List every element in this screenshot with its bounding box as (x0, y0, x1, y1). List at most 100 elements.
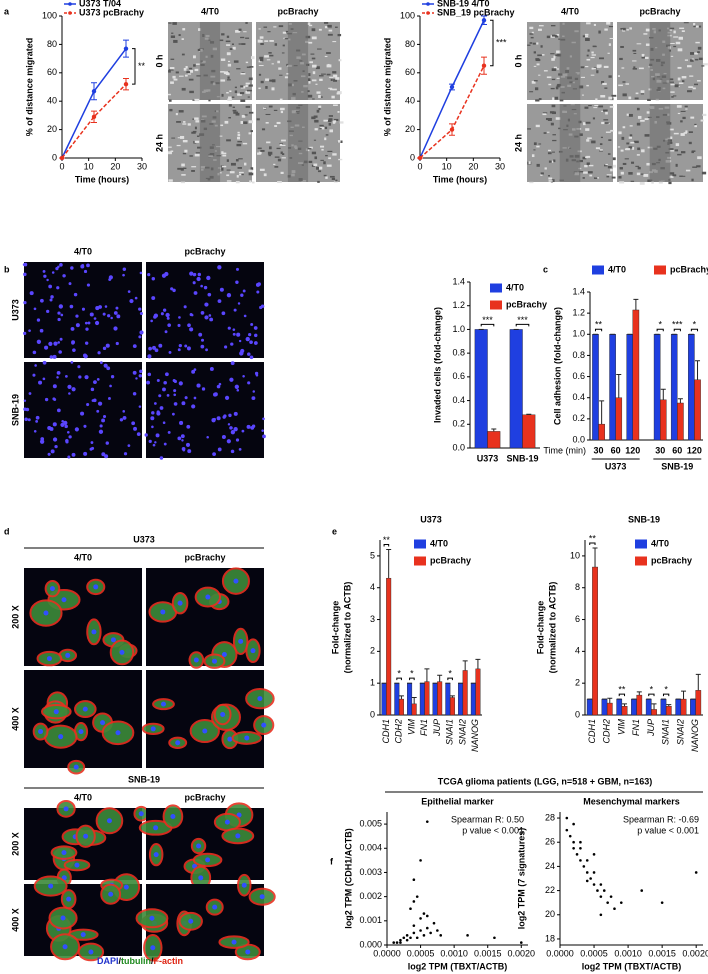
texture (551, 68, 557, 72)
texture (240, 36, 245, 39)
x-tick-label: 10 (84, 161, 94, 171)
nucleus (93, 584, 99, 590)
texture (584, 164, 588, 168)
nucleus (153, 315, 157, 319)
texture (259, 56, 264, 60)
texture (579, 159, 584, 163)
nucleus (42, 360, 47, 365)
nucleus (127, 444, 131, 448)
legend-swatch (654, 265, 666, 275)
bar (659, 399, 667, 441)
nucleus (150, 945, 156, 951)
texture (196, 135, 200, 137)
texture (689, 75, 694, 77)
texture (578, 85, 584, 89)
texture (191, 131, 196, 134)
texture (331, 177, 336, 180)
texture (599, 149, 603, 151)
nucleus (52, 422, 57, 427)
significance: ** (589, 533, 597, 543)
column-label: pcBrachy (184, 552, 225, 562)
texture (603, 65, 609, 68)
texture (547, 118, 552, 121)
texture (235, 112, 240, 116)
texture (257, 147, 262, 150)
texture (248, 84, 253, 87)
x-tick-label: U373 (477, 453, 499, 463)
texture (678, 36, 683, 40)
y-tick-label: 0.001 (359, 915, 382, 925)
nucleus (75, 314, 79, 318)
texture (558, 38, 561, 40)
nucleus (177, 600, 183, 606)
texture (321, 148, 324, 151)
nucleus (138, 374, 143, 378)
legend-label: 4/T0 (506, 282, 524, 292)
texture (603, 109, 608, 112)
bar (653, 334, 661, 441)
texture (622, 81, 626, 83)
nucleus (173, 379, 177, 383)
nucleus (104, 305, 108, 308)
texture (170, 35, 176, 38)
texture (658, 180, 663, 184)
significance: * (693, 320, 697, 330)
nucleus (115, 306, 119, 310)
nucleus (262, 417, 265, 421)
texture (225, 40, 231, 43)
texture (599, 150, 603, 152)
nucleus (83, 424, 87, 428)
significance-bracket (690, 328, 699, 332)
x-tick-label: 0.0005 (580, 948, 608, 958)
error-bar (437, 674, 443, 682)
error-bar (424, 668, 430, 682)
y-tick-label: 0.8 (452, 348, 465, 358)
texture (228, 117, 231, 119)
x-tick-label: 0 (417, 161, 422, 171)
nucleus (230, 361, 235, 366)
x-prefix: Time (min) (543, 445, 586, 455)
nucleus (132, 344, 137, 349)
nucleus (138, 811, 144, 817)
texture (680, 133, 685, 136)
texture (686, 65, 692, 68)
nucleus (60, 313, 64, 317)
texture (674, 149, 679, 152)
point (425, 914, 429, 918)
texture (697, 156, 702, 160)
texture (247, 96, 250, 98)
texture (675, 143, 680, 147)
panel-title: TCGA glioma patients (LGG, n=518 + GBM, … (438, 776, 652, 786)
nucleus (184, 396, 188, 400)
y-tick-label: 0.003 (359, 867, 382, 877)
chart-title: U373 (420, 514, 442, 524)
nucleus (153, 852, 159, 858)
x-tick-label: 60 (672, 445, 682, 455)
texture (702, 113, 707, 117)
texture (603, 119, 609, 121)
texture (241, 115, 246, 118)
texture (317, 48, 322, 50)
texture (585, 128, 590, 131)
nucleus (57, 311, 61, 315)
micrograph (144, 361, 266, 460)
nucleus (188, 918, 194, 924)
texture (258, 60, 262, 63)
significance-bracket (480, 323, 495, 327)
texture (618, 131, 622, 135)
texture (180, 167, 184, 171)
nucleus (231, 939, 237, 945)
texture (193, 64, 196, 67)
texture (312, 37, 315, 39)
texture (168, 151, 172, 155)
texture (185, 66, 188, 69)
nucleus (49, 586, 55, 592)
texture (218, 135, 223, 137)
nucleus (43, 274, 47, 278)
texture (194, 140, 200, 143)
nucleus (113, 326, 118, 331)
bar (670, 334, 678, 441)
texture (636, 154, 640, 156)
point (395, 941, 399, 944)
line (61, 48, 127, 159)
